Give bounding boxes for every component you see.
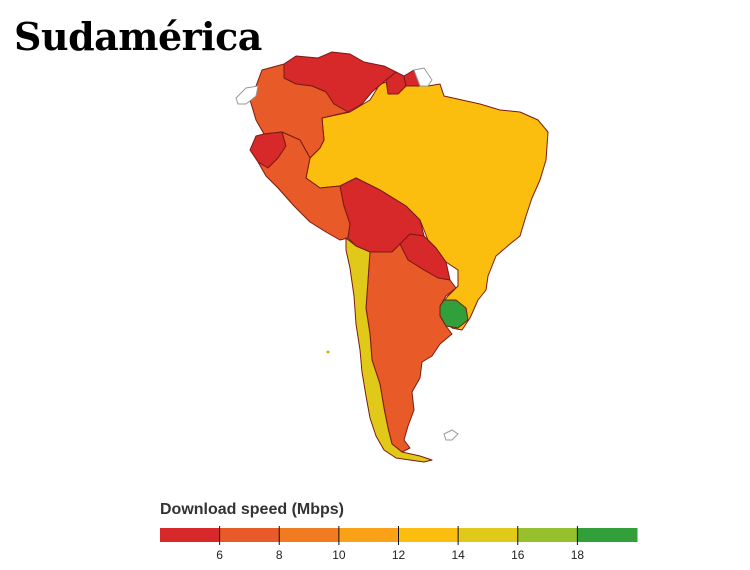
legend-swatch: [160, 528, 221, 542]
island-dot: [326, 350, 330, 354]
legend-tick-label: 12: [392, 548, 406, 562]
legend-swatch: [577, 528, 638, 542]
legend-swatch: [219, 528, 280, 542]
map-title: Sudamérica: [14, 14, 262, 59]
falkland-islands: [443, 429, 459, 441]
legend-tick-label: 10: [332, 548, 346, 562]
region-chile[interactable]: [345, 237, 433, 463]
legend-tick-label: 16: [511, 548, 525, 562]
legend-tick-label: 8: [276, 548, 283, 562]
legend-swatch: [458, 528, 519, 542]
region-french-guiana[interactable]: [413, 67, 433, 87]
legend-tick-label: 18: [571, 548, 585, 562]
legend-title: Download speed (Mbps): [160, 501, 344, 518]
region-colombia[interactable]: [249, 63, 349, 159]
legend-swatch: [398, 528, 459, 542]
legend-tick-label: 14: [451, 548, 465, 562]
legend-tick-label: 6: [216, 548, 223, 562]
panama-fragment: [235, 85, 259, 105]
legend-swatch: [517, 528, 578, 542]
legend-swatch: [338, 528, 399, 542]
legend-swatch: [279, 528, 340, 542]
